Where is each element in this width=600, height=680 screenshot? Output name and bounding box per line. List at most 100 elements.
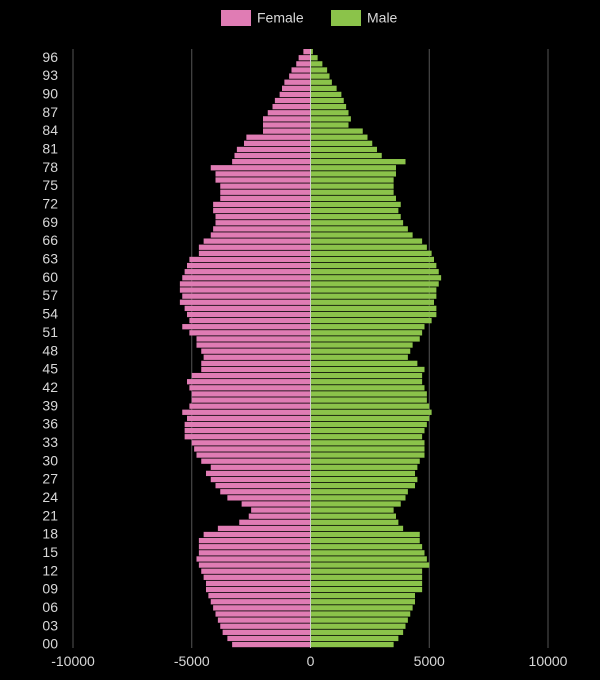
bar-male-age-8 — [310, 592, 415, 599]
bar-female-age-59 — [179, 281, 311, 287]
bar-male-age-14 — [310, 556, 427, 562]
bar-female-age-37 — [187, 415, 311, 422]
y-tick-label: 72 — [42, 196, 58, 212]
bar-female-age-6 — [213, 605, 311, 611]
bar-female-age-75 — [220, 183, 311, 189]
bar-female-age-24 — [227, 495, 311, 501]
bar-female-age-95 — [296, 61, 311, 67]
bar-male-age-34 — [310, 434, 423, 440]
bar-female-age-22 — [251, 507, 311, 513]
bar-male-age-42 — [310, 385, 425, 391]
bar-male-age-93 — [310, 73, 330, 79]
bar-male-age-9 — [310, 586, 423, 593]
bar-female-age-97 — [303, 49, 311, 55]
bar-female-age-87 — [267, 110, 311, 116]
bar-female-age-61 — [184, 269, 311, 275]
bar-male-age-47 — [310, 354, 408, 360]
bar-male-age-88 — [310, 104, 347, 110]
bar-male-age-5 — [310, 611, 411, 617]
x-tick-label: 5000 — [414, 653, 445, 669]
y-tick-label: 09 — [42, 581, 58, 597]
bar-female-age-45 — [201, 366, 311, 373]
bar-male-age-51 — [310, 330, 423, 336]
bar-male-age-20 — [310, 519, 399, 525]
bar-female-age-78 — [210, 165, 311, 171]
bar-male-age-82 — [310, 140, 373, 146]
bar-female-age-19 — [217, 525, 311, 532]
legend-label-female: Female — [257, 10, 304, 26]
y-tick-label: 42 — [42, 379, 58, 395]
bar-male-age-30 — [310, 458, 420, 464]
x-tick-label: 0 — [307, 653, 315, 669]
bar-male-age-1 — [310, 635, 399, 642]
bar-female-age-10 — [206, 580, 311, 587]
bar-female-age-49 — [196, 342, 311, 348]
bar-male-age-21 — [310, 513, 396, 519]
bar-male-age-59 — [310, 281, 439, 287]
y-tick-label: 66 — [42, 232, 58, 248]
bar-female-age-74 — [220, 189, 311, 195]
bar-female-age-91 — [282, 85, 311, 91]
y-tick-label: 84 — [42, 122, 58, 138]
bar-male-age-10 — [310, 580, 423, 587]
bar-male-age-31 — [310, 452, 425, 458]
bar-female-age-86 — [263, 116, 311, 122]
bar-male-age-50 — [310, 336, 420, 342]
bar-male-age-18 — [310, 531, 420, 538]
bar-male-age-12 — [310, 568, 423, 574]
bar-male-age-22 — [310, 507, 394, 513]
bar-female-age-4 — [217, 617, 311, 623]
bar-male-age-29 — [310, 464, 418, 470]
bar-female-age-38 — [182, 409, 311, 415]
bar-male-age-55 — [310, 305, 437, 312]
bar-male-age-90 — [310, 91, 342, 98]
bar-male-age-66 — [310, 238, 423, 244]
bars — [179, 49, 442, 648]
y-tick-label: 51 — [42, 324, 58, 340]
bar-female-age-28 — [206, 470, 311, 477]
bar-female-age-48 — [201, 348, 311, 354]
bar-female-age-65 — [198, 244, 311, 250]
y-axis-tick-labels: 96 93 90 87 84 81 78 75 72 69 66 63 60 57 54 51 48 45 42 39… — [42, 49, 58, 652]
bar-male-age-71 — [310, 207, 399, 214]
bar-female-age-47 — [203, 354, 311, 360]
bar-female-age-53 — [189, 317, 311, 324]
bar-male-age-13 — [310, 562, 430, 568]
bar-female-age-62 — [187, 262, 311, 269]
bar-male-age-87 — [310, 110, 349, 116]
bar-male-age-4 — [310, 617, 408, 623]
bar-female-age-16 — [198, 544, 311, 550]
y-tick-label: 87 — [42, 104, 58, 120]
bar-female-age-50 — [196, 336, 311, 342]
x-tick-label: 10000 — [529, 653, 568, 669]
y-tick-label: 18 — [42, 526, 58, 542]
bar-male-age-33 — [310, 440, 425, 446]
bar-female-age-84 — [263, 128, 311, 134]
bar-male-age-41 — [310, 391, 427, 397]
bar-female-age-67 — [210, 232, 311, 238]
bar-female-age-90 — [279, 91, 311, 98]
bar-female-age-12 — [201, 568, 311, 574]
bar-female-age-68 — [213, 226, 311, 232]
bar-male-age-80 — [310, 152, 382, 159]
bar-female-age-56 — [179, 299, 311, 305]
bar-male-age-40 — [310, 397, 427, 403]
bar-male-age-85 — [310, 122, 349, 128]
bar-male-age-81 — [310, 146, 377, 153]
bar-male-age-37 — [310, 415, 430, 422]
bar-male-age-69 — [310, 220, 404, 226]
bar-female-age-30 — [201, 458, 311, 464]
bar-male-age-46 — [310, 360, 418, 367]
bar-male-age-48 — [310, 348, 411, 354]
gridlines — [72, 49, 549, 648]
bar-male-age-70 — [310, 214, 401, 220]
bar-male-age-11 — [310, 574, 423, 580]
bar-male-age-57 — [310, 293, 437, 299]
legend: Female Male — [221, 10, 398, 26]
bar-female-age-71 — [213, 207, 311, 214]
bar-female-age-31 — [196, 452, 311, 458]
x-tick-label: -10000 — [51, 653, 95, 669]
legend-swatch-female — [221, 10, 251, 26]
bar-female-age-66 — [203, 238, 311, 244]
bar-female-age-13 — [198, 562, 311, 568]
